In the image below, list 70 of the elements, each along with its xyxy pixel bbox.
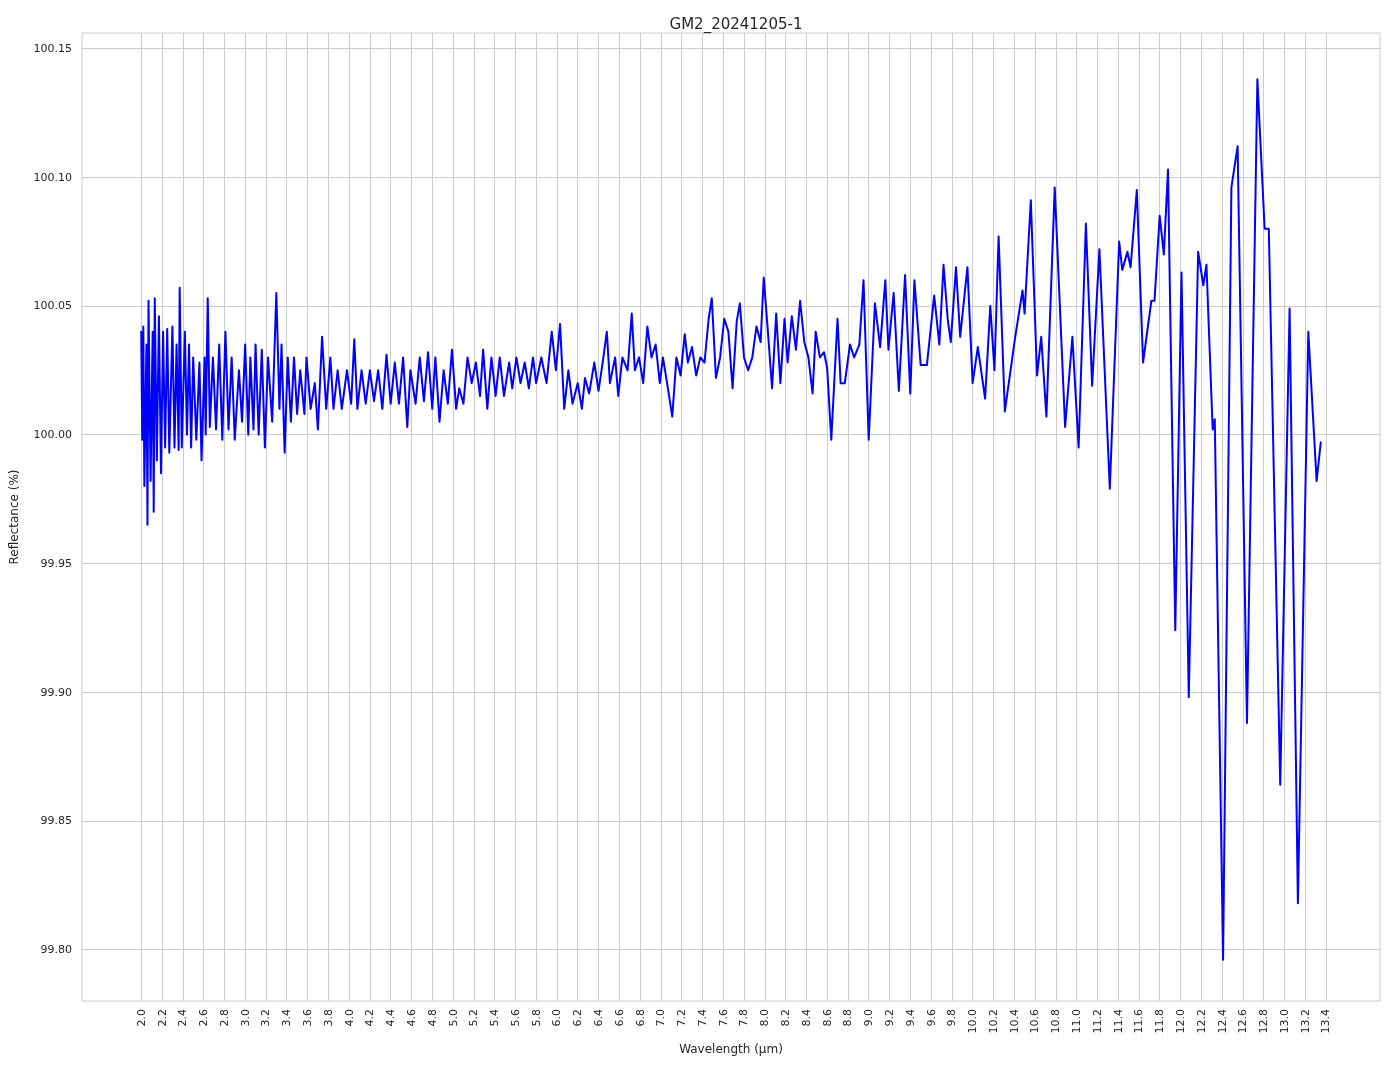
x-tick-label: 3.2 <box>259 1009 273 1027</box>
x-tick-label: 4.4 <box>384 1009 398 1027</box>
x-tick-label: 12.6 <box>1236 1009 1250 1034</box>
x-tick-label: 3.4 <box>280 1009 294 1027</box>
x-tick-label: 6.6 <box>612 1009 626 1027</box>
x-tick-label: 13.4 <box>1319 1009 1333 1034</box>
x-tick-label: 5.6 <box>508 1009 522 1027</box>
x-tick-label: 11.8 <box>1153 1009 1167 1034</box>
x-tick-label: 7.4 <box>695 1009 709 1027</box>
x-tick-label: 6.8 <box>633 1009 647 1027</box>
x-tick-label: 5.4 <box>488 1009 502 1027</box>
x-tick-label: 6.0 <box>550 1009 564 1027</box>
x-tick-label: 3.6 <box>301 1009 315 1027</box>
y-tick-label: 99.95 <box>40 556 72 570</box>
x-tick-label: 9.0 <box>862 1009 876 1027</box>
x-tick-label: 2.4 <box>176 1009 190 1027</box>
y-tick-label: 100.10 <box>33 170 72 184</box>
x-tick-label: 4.8 <box>425 1009 439 1027</box>
x-tick-label: 10.0 <box>966 1009 980 1034</box>
x-tick-label: 10.6 <box>1028 1009 1042 1034</box>
y-tick-label: 100.00 <box>33 428 72 442</box>
x-tick-label: 11.6 <box>1132 1009 1146 1034</box>
x-tick-label: 7.0 <box>654 1009 668 1027</box>
x-tick-label: 5.8 <box>529 1009 543 1027</box>
x-tick-label: 13.2 <box>1298 1009 1312 1034</box>
x-tick-label: 12.2 <box>1194 1009 1208 1034</box>
x-tick-label: 9.4 <box>903 1009 917 1027</box>
x-tick-label: 3.0 <box>238 1009 252 1027</box>
x-tick-label: 11.2 <box>1090 1009 1104 1034</box>
x-tick-label: 11.0 <box>1070 1009 1084 1034</box>
x-tick-label: 6.4 <box>592 1009 605 1027</box>
x-tick-label: 12.4 <box>1215 1009 1229 1034</box>
x-tick-label: 9.2 <box>882 1009 896 1027</box>
x-tick-label: 8.8 <box>841 1009 855 1027</box>
x-tick-label: 10.4 <box>1007 1009 1021 1034</box>
x-tick-label: 4.2 <box>363 1009 377 1027</box>
x-tick-label: 7.6 <box>716 1009 730 1027</box>
x-tick-label: 8.2 <box>779 1009 793 1027</box>
x-tick-label: 8.4 <box>799 1009 813 1027</box>
x-tick-label: 2.2 <box>155 1009 169 1027</box>
x-axis-title: Wavelength (μm) <box>679 1042 783 1056</box>
y-tick-label: 99.80 <box>40 943 72 957</box>
y-axis-title: Reflectance (%) <box>7 469 21 565</box>
x-tick-label: 5.2 <box>467 1009 481 1027</box>
x-tick-label: 8.6 <box>820 1009 834 1027</box>
x-tick-label: 3.8 <box>321 1009 335 1027</box>
x-tick-label: 2.8 <box>217 1009 231 1027</box>
x-tick-label: 10.8 <box>1049 1009 1063 1034</box>
x-tick-label: 4.0 <box>342 1009 356 1027</box>
x-tick-label: 2.0 <box>134 1009 148 1027</box>
x-tick-label: 7.8 <box>737 1009 751 1027</box>
y-tick-label: 99.85 <box>40 814 72 828</box>
x-tick-label: 12.8 <box>1257 1009 1271 1034</box>
x-tick-label: 12.0 <box>1173 1009 1187 1034</box>
x-tick-label: 5.0 <box>446 1009 460 1027</box>
y-tick-label: 99.90 <box>40 685 72 699</box>
x-tick-label: 4.6 <box>404 1009 418 1027</box>
line-series <box>140 78 1322 961</box>
x-tick-label: 2.6 <box>197 1009 211 1027</box>
x-tick-label: 10.2 <box>986 1009 1000 1034</box>
x-tick-label: 13.0 <box>1277 1009 1291 1034</box>
x-tick-label: 9.6 <box>924 1009 938 1027</box>
y-tick-label: 100.15 <box>33 41 72 55</box>
chart-title: GM2_20241205-1 <box>669 14 803 34</box>
x-tick-label: 11.4 <box>1111 1009 1125 1034</box>
x-tick-label: 9.8 <box>945 1009 959 1027</box>
x-tick-label: 6.2 <box>571 1009 585 1027</box>
y-tick-label: 100.05 <box>33 299 72 313</box>
x-tick-label: 7.2 <box>675 1009 689 1027</box>
x-tick-label: 8.0 <box>758 1009 772 1027</box>
